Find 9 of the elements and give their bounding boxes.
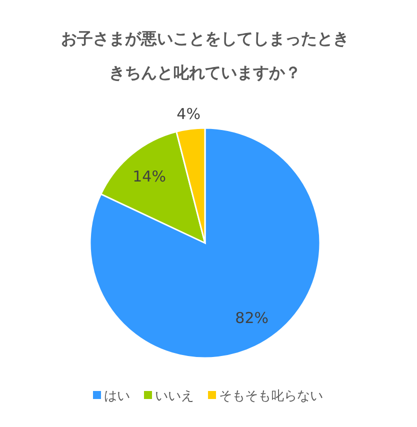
data-label: 4% — [176, 105, 200, 124]
legend-label: はい — [104, 389, 130, 404]
data-label: 82% — [235, 308, 269, 327]
pie-slice — [89, 127, 321, 359]
legend-label: そもそも叱らない — [219, 389, 323, 404]
chart-title: お子さまが悪いことをしてしまったとききちんと叱れていますか？ — [60, 28, 350, 84]
data-label: 14% — [132, 168, 166, 186]
legend-label: いいえ — [155, 389, 194, 404]
pie-slice — [100, 130, 206, 244]
